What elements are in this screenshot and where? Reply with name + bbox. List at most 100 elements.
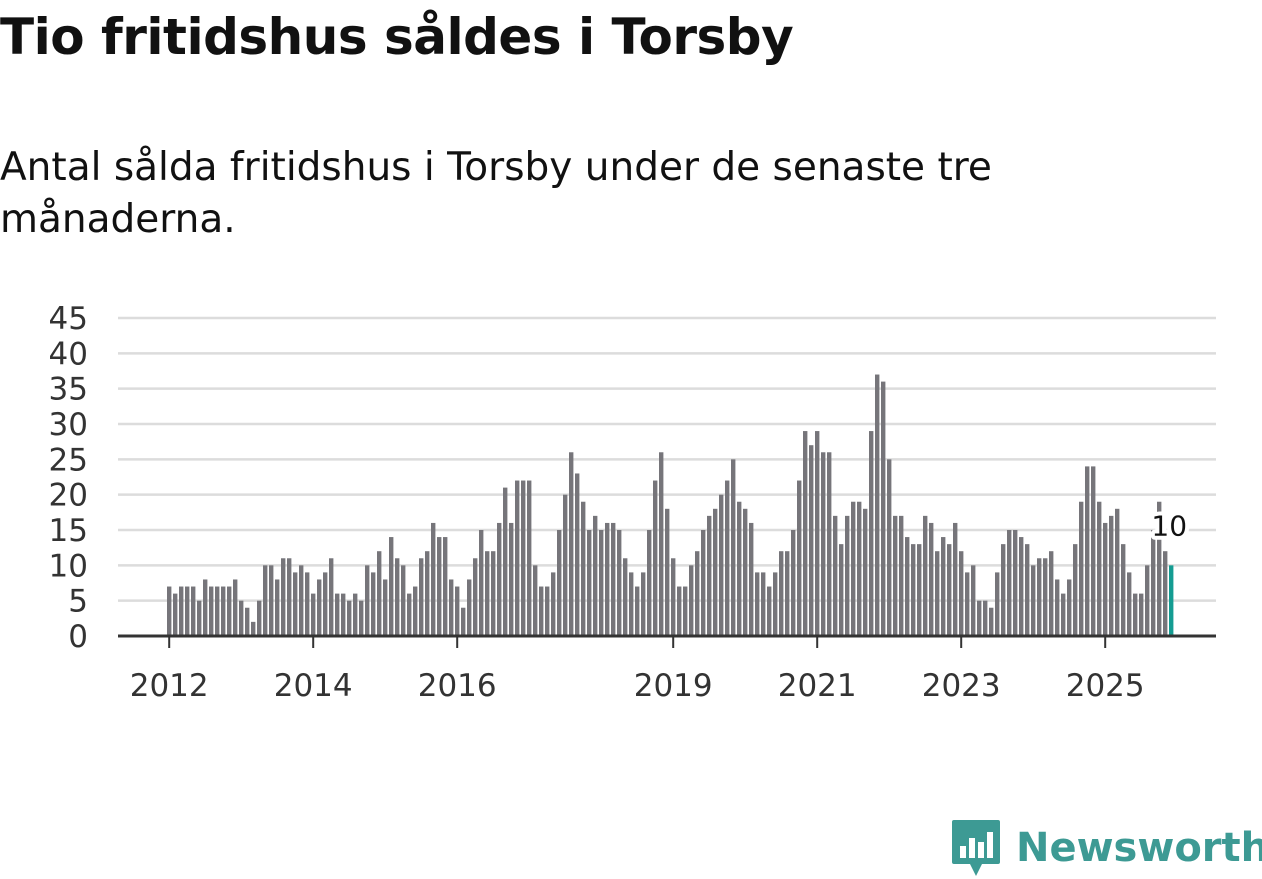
bar: [437, 537, 442, 636]
bar: [557, 530, 562, 636]
bar: [587, 530, 592, 636]
bar: [173, 593, 178, 636]
bar: [341, 593, 346, 636]
bar: [839, 544, 844, 636]
bar: [479, 530, 484, 636]
y-tick-label: 35: [49, 372, 88, 408]
bar: [455, 586, 460, 636]
bar: [401, 565, 406, 636]
bar: [611, 522, 616, 636]
bar: [491, 551, 496, 636]
bar: [521, 480, 526, 636]
x-tick-label: 2012: [130, 668, 209, 704]
bar: [167, 586, 172, 636]
bar: [575, 473, 580, 636]
bar: [179, 586, 184, 636]
bar: [947, 544, 952, 636]
bar: [281, 558, 286, 636]
bar: [287, 558, 292, 636]
bar: [665, 508, 670, 636]
bar: [485, 551, 490, 636]
bar: [1013, 530, 1018, 636]
bar: [581, 501, 586, 636]
bar: [1127, 572, 1132, 636]
bar: [329, 558, 334, 636]
bar: [365, 565, 370, 636]
y-tick-label: 5: [68, 584, 88, 620]
bar: [815, 431, 820, 636]
bar: [1163, 551, 1168, 636]
y-tick-label: 0: [68, 619, 88, 655]
newsworthy-logo: Newsworthy: [950, 818, 1262, 878]
bar: [1151, 530, 1156, 636]
data-label-halo: 10: [1151, 509, 1187, 542]
bar: [917, 544, 922, 636]
bar: [503, 487, 508, 636]
x-tick-label: 2014: [274, 668, 353, 704]
bar: [1145, 565, 1150, 636]
bar: [953, 522, 958, 636]
bar: [1037, 558, 1042, 636]
y-tick-label: 15: [49, 513, 88, 549]
bar: [359, 600, 364, 636]
bar: [1043, 558, 1048, 636]
bar: [941, 537, 946, 636]
bar: [431, 522, 436, 636]
bar: [773, 572, 778, 636]
bar: [551, 572, 556, 636]
bar: [809, 445, 814, 636]
x-tick-label: 2023: [922, 668, 1001, 704]
bar: [185, 586, 190, 636]
bar: [893, 515, 898, 636]
bar: [881, 381, 886, 636]
bar: [1061, 593, 1066, 636]
bar: [293, 572, 298, 636]
bar: [767, 586, 772, 636]
bar: [653, 480, 658, 636]
y-tick-label: 10: [49, 548, 88, 584]
bar: [647, 530, 652, 636]
bar: [377, 551, 382, 636]
bar: [527, 480, 532, 636]
bar: [221, 586, 226, 636]
bar: [197, 600, 202, 636]
x-tick-label: 2025: [1066, 668, 1145, 704]
y-tick-label: 25: [49, 442, 88, 478]
bar: [689, 565, 694, 636]
bar: [1073, 544, 1078, 636]
bar: [821, 452, 826, 636]
bar: [935, 551, 940, 636]
bar: [827, 452, 832, 636]
data-label: 10: [1151, 509, 1187, 542]
bar-highlighted: [1169, 565, 1174, 636]
bar: [1157, 501, 1162, 636]
bar: [641, 572, 646, 636]
bar: [785, 551, 790, 636]
bar: [599, 530, 604, 636]
bar: [1025, 544, 1030, 636]
bar: [233, 579, 238, 636]
bar: [251, 621, 256, 636]
bar: [833, 515, 838, 636]
bar: [635, 586, 640, 636]
bar: [419, 558, 424, 636]
chart-subtitle: Antal sålda fritidshus i Torsby under de…: [0, 145, 992, 242]
bar: [761, 572, 766, 636]
x-tick-label: 2019: [634, 668, 713, 704]
bar: [545, 586, 550, 636]
bar: [383, 579, 388, 636]
bar: [929, 522, 934, 636]
bar: [335, 593, 340, 636]
bar: [719, 494, 724, 636]
bar: [725, 480, 730, 636]
bar: [311, 593, 316, 636]
y-tick-label: 20: [49, 478, 88, 514]
bar: [407, 593, 412, 636]
bar: [389, 537, 394, 636]
bar: [215, 586, 220, 636]
bar: [539, 586, 544, 636]
bar: [617, 530, 622, 636]
